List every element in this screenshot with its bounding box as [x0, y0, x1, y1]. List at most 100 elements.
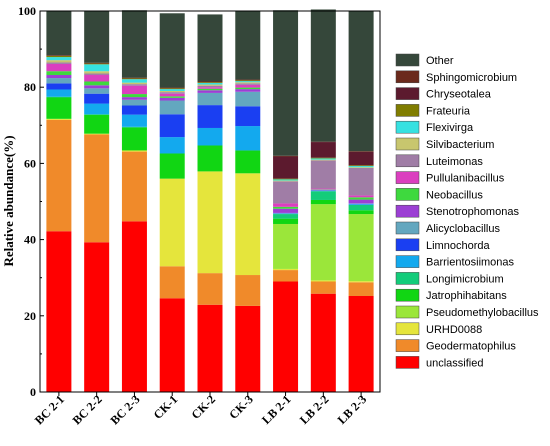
x-tick-label: CK-3 [226, 392, 256, 422]
bar-segment-unclassified-4 [159, 298, 185, 392]
bar-segment-neobacillus-6 [235, 87, 261, 90]
bar-segment-limnochorda-2 [84, 93, 110, 104]
bar-segment-silvibacterium-3 [121, 82, 147, 85]
bar-segment-luteimonas-8 [310, 160, 336, 189]
bar-segment-alicyclobacillus-1 [46, 78, 72, 84]
legend-label: Geodermatophilus [426, 341, 516, 353]
legend-label: URHD0088 [426, 324, 482, 336]
bar-segment-longimicrobium-8 [310, 191, 336, 200]
legend-label: Silvibacterium [426, 139, 494, 151]
bar-segment-jatrophihabitans-8 [310, 199, 336, 205]
legend-swatch [395, 120, 420, 134]
bar-segment-silvibacterium-9 [348, 167, 374, 168]
x-tick-label: CK-1 [151, 392, 181, 422]
bar-segment-sphingomicrobium-4 [159, 87, 185, 89]
bar-segment-frateuria-1 [46, 55, 72, 58]
bar-segment-jatrophihabitans-1 [46, 97, 72, 119]
legend-swatch [395, 272, 420, 285]
bar-segment-stenotrophomonas-1 [46, 75, 72, 79]
bar-segment-luteimonas-6 [235, 83, 261, 85]
bar-segment-urhd0088-8 [310, 280, 336, 282]
legend-swatch [395, 87, 420, 100]
bar-segment-frateuria-8 [310, 157, 336, 159]
bar-segment-unclassified-2 [84, 242, 110, 392]
bar-segment-geodermatophilus-1 [46, 119, 72, 232]
bar-segment-limnochorda-1 [46, 83, 72, 90]
x-tick-label: BC 2-1 [32, 392, 67, 427]
legend-swatch [395, 137, 420, 151]
bar-segment-pullulanibacillus-2 [84, 75, 110, 82]
bar-segment-frateuria-6 [235, 80, 261, 82]
bar-segment-luteimonas-4 [159, 92, 185, 94]
legend-swatch [395, 322, 420, 336]
y-tick-label: 60 [24, 156, 36, 170]
legend-swatch [395, 255, 420, 268]
bar-segment-alicyclobacillus-3 [121, 99, 147, 106]
bar-segment-urhd0088-3 [121, 150, 147, 152]
bar-segment-flexivirga-4 [159, 89, 185, 91]
bar-segment-jatrophihabitans-3 [121, 127, 147, 151]
bar-segment-stenotrophomonas-3 [121, 97, 147, 100]
bar-segment-jatrophihabitans-7 [273, 218, 299, 224]
x-tick-label: LB 2-1 [259, 392, 294, 427]
bar-segment-sphingomicrobium-2 [84, 62, 110, 64]
legend-swatch [395, 221, 420, 235]
bar-segment-barrientosiimonas-3 [121, 114, 147, 127]
bar-segment-neobacillus-4 [159, 96, 185, 98]
legend-swatch [395, 104, 420, 117]
legend-label: Frateuria [426, 105, 471, 117]
bar-segment-neobacillus-3 [121, 94, 147, 98]
legend-label: unclassified [426, 357, 483, 369]
bar-segment-sphingomicrobium-5 [197, 81, 223, 83]
bar-segment-longimicrobium-1 [46, 96, 72, 98]
x-tick-label: BC 2-2 [70, 392, 105, 427]
bar-segment-neobacillus-1 [46, 71, 72, 76]
legend-label: Limnochorda [426, 240, 490, 252]
bar-segment-geodermatophilus-4 [159, 266, 185, 299]
bar-segment-barrientosiimonas-4 [159, 137, 185, 154]
bar-segment-neobacillus-2 [84, 81, 110, 86]
legend-label: Other [426, 55, 454, 67]
bar-segment-unclassified-6 [235, 305, 261, 392]
bar-segment-other-3 [121, 10, 147, 78]
bar-segment-neobacillus-5 [197, 88, 223, 91]
bar-segment-geodermatophilus-7 [273, 270, 299, 282]
bar-segment-other-6 [235, 11, 261, 80]
bar-segment-frateuria-2 [84, 63, 110, 65]
legend-label: Alicyclobacillus [426, 223, 500, 235]
legend-swatch [395, 305, 420, 319]
legend-label: Sphingomicrobium [426, 72, 517, 84]
legend-swatch [395, 171, 420, 184]
legend-label: Barrientosiimonas [426, 257, 515, 269]
bar-segment-pullulanibacillus-8 [310, 188, 336, 190]
bar-segment-barrientosiimonas-1 [46, 89, 72, 97]
y-tick-label: 20 [24, 309, 36, 323]
bar-segment-sphingomicrobium-9 [348, 151, 374, 152]
legend-label: Neobacillus [426, 189, 483, 201]
bar-segment-jatrophihabitans-2 [84, 115, 110, 134]
legend-label: Pseudomethylobacillus [426, 307, 539, 319]
bar-segment-pullulanibacillus-3 [121, 85, 147, 95]
bar-segment-sphingomicrobium-1 [46, 55, 72, 56]
bar-segment-geodermatophilus-3 [121, 151, 147, 222]
legend-swatch [395, 53, 420, 67]
bar-segment-silvibacterium-8 [310, 159, 336, 161]
bar-segment-barrientosiimonas-2 [84, 103, 110, 115]
legend-swatch [395, 204, 420, 218]
bar-segment-longimicrobium-7 [273, 214, 299, 219]
bar-segment-jatrophihabitans-4 [159, 153, 185, 179]
bar-segment-urhd0088-4 [159, 178, 185, 267]
bar-segment-urhd0088-7 [273, 268, 299, 271]
legend-swatch [395, 339, 420, 352]
bar-segment-unclassified-8 [310, 293, 336, 392]
bar-segment-luteimonas-5 [197, 85, 223, 88]
bar-segment-flexivirga-5 [197, 83, 223, 85]
bar-segment-sphingomicrobium-3 [121, 77, 147, 79]
bar-segment-geodermatophilus-9 [348, 282, 374, 296]
bar-segment-other-9 [348, 10, 374, 152]
bar-segment-sphingomicrobium-7 [273, 155, 299, 157]
bar-segment-chryseotalea-8 [310, 142, 336, 158]
bar-segment-frateuria-9 [348, 165, 374, 167]
bar-segment-pullulanibacillus-6 [235, 84, 261, 88]
